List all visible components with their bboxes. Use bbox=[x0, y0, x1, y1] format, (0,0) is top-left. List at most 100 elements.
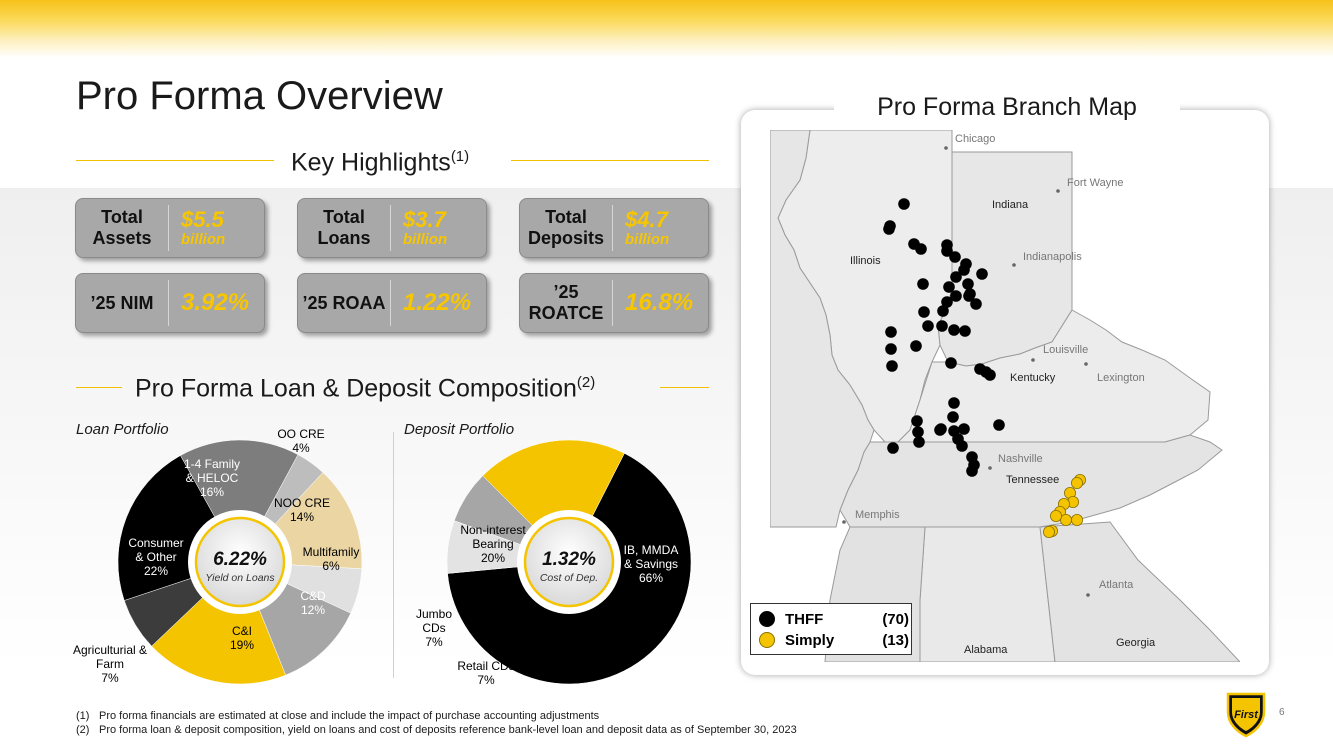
state-label-tennessee: Tennessee bbox=[1006, 474, 1059, 486]
kpi-value: $5.5 billion bbox=[181, 207, 226, 248]
divider-line bbox=[76, 160, 274, 161]
branch-dot-thff bbox=[912, 426, 924, 438]
branch-dot-thff bbox=[976, 268, 988, 280]
kpi-separator bbox=[612, 205, 613, 251]
city-label-indianapolis: Indianapolis bbox=[1023, 251, 1082, 263]
slice-label-agriculturial-farm: Agriculturial & Farm 7% bbox=[73, 643, 147, 685]
slice-1-4-family-heloc bbox=[180, 439, 299, 563]
map-legend: THFF (70) Simply (13) bbox=[750, 603, 912, 655]
slice-label-noo-cre: NOO CRE 14% bbox=[274, 496, 330, 524]
city-marker-nashville bbox=[988, 466, 992, 470]
deposit-portfolio-donut: 1.32% Cost of Dep. IB, MMDA & Savings 66% Ret… bbox=[416, 439, 692, 687]
branch-dot-thff bbox=[962, 278, 974, 290]
footnote-2: (2) Pro forma loan & deposit composition,… bbox=[76, 724, 797, 736]
legend-dot-gold bbox=[759, 632, 775, 648]
branch-dot-thff bbox=[910, 340, 922, 352]
logo-text: First bbox=[1234, 709, 1259, 721]
branch-dot-thff bbox=[934, 424, 946, 436]
slice-label-c-d: C&D 12% bbox=[300, 589, 326, 617]
branch-dot-thff bbox=[949, 251, 961, 263]
branch-dot-thff bbox=[941, 296, 953, 308]
branch-dot-thff bbox=[887, 442, 899, 454]
state-label-kentucky: Kentucky bbox=[1010, 372, 1056, 384]
slice-label-1-4-family-heloc: 1-4 Family & HELOC 16% bbox=[184, 457, 240, 499]
city-label-chicago: Chicago bbox=[955, 133, 995, 145]
kpi-value: 16.8% bbox=[625, 289, 694, 316]
kpi-value: $4.7 billion bbox=[625, 207, 670, 248]
branch-dot-thff bbox=[950, 271, 962, 283]
center-value: 6.22% bbox=[213, 549, 267, 570]
city-marker-louisville bbox=[1031, 358, 1035, 362]
kpi-value: $3.7 billion bbox=[403, 207, 448, 248]
branch-dot-thff bbox=[937, 305, 949, 317]
top-gradient-bar bbox=[0, 0, 1333, 58]
state-label-indiana: Indiana bbox=[992, 199, 1029, 211]
state-shapes bbox=[770, 130, 1240, 662]
branch-dot-thff bbox=[966, 465, 978, 477]
branch-dot-thff bbox=[964, 288, 976, 300]
vertical-divider bbox=[393, 432, 394, 678]
footnote-1: (1) Pro forma financials are estimated at… bbox=[76, 710, 600, 722]
kpi-value: 3.92% bbox=[181, 289, 250, 316]
branch-dot-simply bbox=[1059, 513, 1072, 526]
kpi-total-loans: Total Loans $3.7 billion bbox=[297, 198, 487, 258]
branch-dot-thff bbox=[918, 306, 930, 318]
state-label-alabama: Alabama bbox=[964, 644, 1008, 656]
center-label: Yield on Loans bbox=[205, 572, 275, 584]
city-label-louisville: Louisville bbox=[1043, 344, 1088, 356]
deposit-portfolio-title: Deposit Portfolio bbox=[404, 421, 515, 438]
branch-dot-thff bbox=[911, 415, 923, 427]
branch-dot-thff bbox=[956, 440, 968, 452]
city-marker-indianapolis bbox=[1012, 263, 1016, 267]
map-labels: Illinois Indiana Kentucky Tennessee Alabama G… bbox=[842, 133, 1156, 656]
kpi-nim: ’25 NIM 3.92% bbox=[75, 273, 265, 333]
legend-item-thff: THFF (70) bbox=[759, 609, 909, 629]
slice-label-jumbo-cds: Jumbo CDs 7% bbox=[416, 607, 452, 649]
branch-dot-thff bbox=[922, 320, 934, 332]
slice-label-retail-cds: Retail CDs 7% bbox=[457, 659, 514, 687]
city-label-nashville: Nashville bbox=[998, 453, 1043, 465]
city-label-memphis: Memphis bbox=[855, 509, 900, 521]
donut-center-badge bbox=[523, 516, 615, 608]
legend-count: (70) bbox=[882, 610, 909, 628]
kpi-separator bbox=[612, 280, 613, 326]
slice-label-consumer-other: Consumer & Other 22% bbox=[128, 536, 183, 578]
branch-dot-thff bbox=[936, 320, 948, 332]
city-marker-lexington bbox=[1084, 362, 1088, 366]
kpi-value: 1.22% bbox=[403, 289, 472, 316]
kpi-roaa: ’25 ROAA 1.22% bbox=[297, 273, 487, 333]
branch-dot-thff bbox=[917, 278, 929, 290]
state-alabama bbox=[919, 526, 1056, 662]
city-marker-atlanta bbox=[1086, 593, 1090, 597]
slice-label-c-i: C&I 19% bbox=[230, 624, 254, 652]
branch-dot-simply bbox=[1070, 476, 1083, 489]
kpi-label: ’25 NIM bbox=[90, 292, 154, 313]
branch-dot-thff bbox=[941, 245, 953, 257]
kpi-label: Total Deposits bbox=[527, 207, 605, 248]
page-number: 6 bbox=[1279, 707, 1285, 718]
kpi-label: Total Loans bbox=[317, 207, 371, 248]
legend-name: Simply bbox=[785, 631, 835, 649]
company-logo: First bbox=[1226, 692, 1266, 738]
branch-dot-thff bbox=[948, 397, 960, 409]
page-title: Pro Forma Overview bbox=[76, 74, 443, 118]
branch-dot-simply bbox=[1049, 509, 1062, 522]
branch-dot-thff bbox=[993, 419, 1005, 431]
kpi-separator bbox=[168, 280, 169, 326]
branch-dot-thff bbox=[913, 436, 925, 448]
city-label-atlanta: Atlanta bbox=[1099, 579, 1134, 591]
branch-dot-thff bbox=[885, 326, 897, 338]
divider-line bbox=[660, 387, 709, 388]
kpi-separator bbox=[390, 205, 391, 251]
city-label-lexington: Lexington bbox=[1097, 372, 1145, 384]
city-marker-memphis bbox=[842, 520, 846, 524]
branch-dot-thff bbox=[943, 281, 955, 293]
kpi-label: ’25 ROAA bbox=[302, 292, 386, 313]
kpi-label: Total Assets bbox=[92, 207, 152, 248]
branch-dot-thff bbox=[958, 264, 970, 276]
city-marker-fort-wayne bbox=[1056, 189, 1060, 193]
branch-dot-thff bbox=[959, 325, 971, 337]
footnotes: (1) Pro forma financials are estimated at… bbox=[76, 709, 797, 737]
state-label-georgia: Georgia bbox=[1116, 637, 1156, 649]
branch-dot-thff bbox=[970, 298, 982, 310]
